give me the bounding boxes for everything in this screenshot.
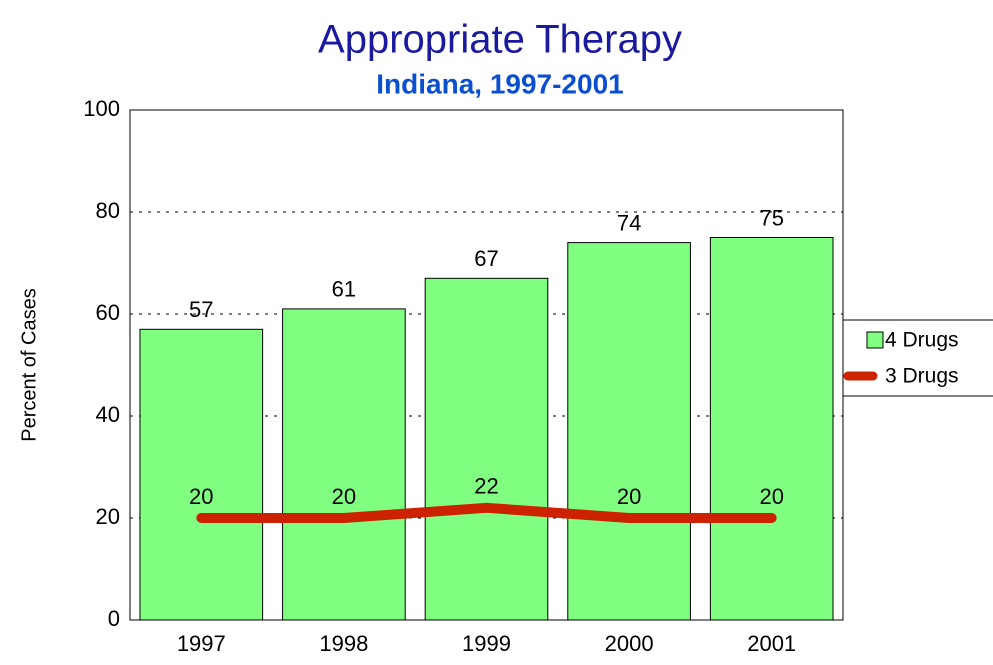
bar: [139, 328, 264, 621]
data-label: 20: [759, 484, 783, 509]
bar: [567, 242, 691, 621]
chart-subtitle: Indiana, 1997-2001: [376, 68, 623, 99]
legend-label: 3 Drugs: [885, 365, 959, 388]
data-label: 75: [759, 205, 783, 230]
legend-label: 4 Drugs: [885, 329, 959, 352]
data-label: 57: [189, 297, 213, 322]
y-tick-label: 40: [96, 402, 120, 427]
data-label: 20: [617, 484, 641, 509]
x-tick-label: 2000: [605, 631, 654, 656]
line: [196, 502, 777, 523]
x-tick-label: 1997: [177, 631, 226, 656]
data-label: 61: [332, 277, 356, 302]
y-tick-label: 100: [83, 96, 120, 121]
bar: [282, 308, 406, 621]
y-tick-label: 20: [96, 504, 120, 529]
y-tick-label: 60: [96, 300, 120, 325]
x-tick-label: 1999: [462, 631, 511, 656]
bar: [424, 277, 549, 621]
data-label: 74: [617, 210, 641, 235]
y-tick-label: 0: [108, 606, 120, 631]
y-tick-label: 80: [96, 198, 120, 223]
data-label: 20: [332, 484, 356, 509]
data-label: 67: [474, 246, 498, 271]
x-tick-label: 1998: [319, 631, 368, 656]
x-tick-label: 2001: [747, 631, 796, 656]
chart-title: Appropriate Therapy: [318, 18, 682, 62]
legend-swatch: [866, 331, 884, 349]
y-axis-label: Percent of Cases: [18, 288, 40, 441]
bar: [709, 237, 834, 621]
data-label: 20: [189, 484, 213, 509]
data-label: 22: [474, 474, 498, 499]
